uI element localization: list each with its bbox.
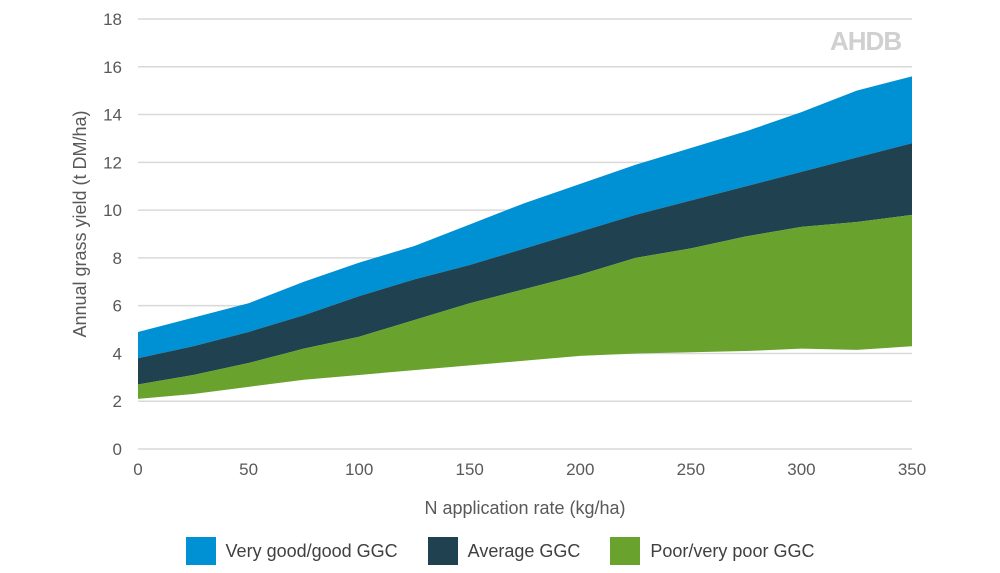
y-tick-label: 10: [103, 201, 122, 220]
y-tick-label: 14: [103, 106, 122, 125]
legend-label: Very good/good GGC: [225, 540, 398, 561]
y-tick-label: 0: [113, 440, 122, 459]
x-tick-label: 0: [133, 460, 142, 479]
legend-label: Poor/very poor GGC: [650, 540, 815, 561]
ahdb-logo: AHDB: [830, 26, 902, 56]
y-tick-label: 4: [113, 344, 122, 363]
area-band-1: [138, 143, 912, 385]
x-tick-label: 350: [898, 460, 926, 479]
legend-swatch: [185, 537, 216, 565]
x-tick-label: 250: [677, 460, 705, 479]
legend-swatch: [427, 537, 458, 565]
x-tick-label: 100: [345, 460, 373, 479]
area-band-0: [138, 76, 912, 359]
x-tick-label: 150: [456, 460, 484, 479]
x-tick-label: 50: [239, 460, 258, 479]
area-band-2: [138, 214, 912, 399]
legend-item-poor: Poor/very poor GGC: [610, 537, 814, 565]
legend: Very good/good GGC Average GGC Poor/very…: [0, 537, 1000, 565]
y-tick-label: 12: [103, 153, 122, 172]
y-tick-label: 8: [113, 249, 122, 268]
y-tick-label: 18: [103, 10, 122, 29]
y-tick-label: 16: [103, 58, 122, 77]
legend-item-very-good: Very good/good GGC: [185, 537, 398, 565]
legend-label: Average GGC: [467, 540, 581, 561]
x-tick-label: 200: [566, 460, 594, 479]
y-tick-label: 2: [113, 392, 122, 411]
legend-item-average: Average GGC: [427, 537, 581, 565]
y-axis-label: Annual grass yield (t DM/ha): [70, 110, 90, 337]
x-axis-label: N application rate (kg/ha): [424, 498, 625, 518]
x-tick-label: 300: [787, 460, 815, 479]
legend-swatch: [610, 537, 641, 565]
y-tick-label: 6: [113, 297, 122, 316]
